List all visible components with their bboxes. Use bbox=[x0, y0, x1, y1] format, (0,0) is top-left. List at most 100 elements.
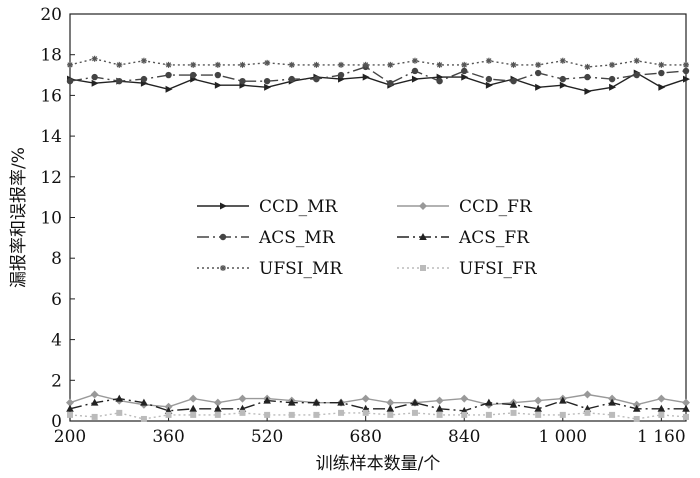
series-line bbox=[69, 412, 687, 420]
data-point bbox=[387, 61, 394, 68]
data-point bbox=[559, 411, 566, 418]
legend-swatch-marker bbox=[419, 233, 427, 240]
data-point bbox=[264, 59, 271, 66]
data-point bbox=[189, 404, 197, 412]
data-point bbox=[214, 61, 221, 68]
data-point bbox=[485, 411, 492, 418]
data-point bbox=[435, 404, 444, 412]
data-point bbox=[338, 61, 345, 68]
data-point bbox=[683, 413, 689, 420]
legend-label: ACS_FR bbox=[458, 228, 530, 248]
data-point bbox=[362, 61, 369, 68]
data-point bbox=[263, 396, 271, 404]
data-point bbox=[287, 398, 296, 406]
data-point bbox=[337, 71, 345, 79]
data-point bbox=[66, 398, 74, 407]
data-point bbox=[67, 61, 73, 68]
data-point bbox=[90, 390, 99, 399]
data-point bbox=[165, 71, 172, 79]
data-point bbox=[165, 61, 172, 68]
data-point bbox=[116, 61, 123, 68]
data-point bbox=[583, 390, 592, 399]
x-axis-title: 训练样本数量/个 bbox=[316, 454, 441, 474]
data-point bbox=[115, 394, 124, 402]
data-point bbox=[632, 404, 641, 412]
y-tick-label: 10 bbox=[40, 209, 62, 229]
y-tick-label: 16 bbox=[40, 86, 62, 106]
data-point bbox=[362, 73, 370, 81]
data-point bbox=[461, 61, 468, 68]
legend-item-acs-fr: ACS_FR bbox=[397, 228, 530, 248]
data-point bbox=[682, 404, 690, 412]
legend-swatch-marker bbox=[220, 265, 226, 271]
data-point bbox=[90, 398, 99, 406]
legend-swatch-marker bbox=[220, 202, 227, 210]
data-point bbox=[165, 85, 173, 93]
data-point bbox=[165, 411, 172, 418]
data-point bbox=[534, 396, 543, 405]
data-point bbox=[337, 398, 345, 406]
data-point bbox=[535, 83, 543, 91]
data-point bbox=[386, 398, 395, 407]
y-tick-label: 14 bbox=[40, 127, 62, 147]
data-point bbox=[91, 413, 98, 420]
data-point bbox=[140, 75, 148, 83]
data-point bbox=[190, 411, 197, 418]
data-point bbox=[435, 396, 444, 405]
data-point bbox=[535, 61, 542, 68]
data-point bbox=[657, 394, 666, 403]
data-point bbox=[164, 402, 173, 411]
data-point bbox=[313, 75, 320, 83]
legend-label: UFSI_MR bbox=[259, 259, 343, 279]
data-point bbox=[509, 400, 518, 408]
data-point bbox=[91, 79, 99, 87]
series-line bbox=[69, 72, 687, 93]
x-tick-label: 1 000 bbox=[538, 427, 587, 447]
y-tick-label: 18 bbox=[40, 46, 62, 66]
data-point bbox=[239, 61, 246, 68]
data-point bbox=[313, 61, 320, 68]
legend-label: UFSI_FR bbox=[459, 259, 538, 279]
data-point bbox=[535, 411, 542, 418]
data-point bbox=[411, 409, 418, 416]
data-point bbox=[214, 404, 222, 412]
data-point bbox=[460, 394, 469, 403]
data-point bbox=[238, 394, 247, 403]
data-point bbox=[362, 409, 369, 416]
data-point bbox=[288, 61, 295, 68]
data-point bbox=[683, 61, 689, 68]
data-point bbox=[264, 411, 271, 418]
legend-item-ufsi-mr: UFSI_MR bbox=[197, 259, 343, 279]
data-point bbox=[91, 73, 98, 81]
y-tick-label: 0 bbox=[51, 412, 62, 432]
series-line bbox=[69, 397, 686, 412]
x-tick-label: 200 bbox=[54, 427, 86, 447]
data-point bbox=[213, 398, 222, 407]
legend-swatch-marker bbox=[419, 202, 427, 210]
data-point bbox=[534, 69, 542, 77]
data-point bbox=[361, 394, 370, 403]
data-point bbox=[66, 404, 74, 412]
data-point bbox=[66, 77, 74, 85]
data-point bbox=[584, 73, 591, 81]
data-point bbox=[263, 77, 271, 85]
series-layer bbox=[66, 55, 690, 422]
data-point bbox=[116, 409, 123, 416]
data-point bbox=[609, 83, 617, 91]
series-acs-mr bbox=[66, 63, 690, 87]
data-point bbox=[609, 411, 616, 418]
y-tick-label: 8 bbox=[51, 249, 62, 269]
data-point bbox=[386, 404, 395, 412]
data-point bbox=[140, 415, 147, 422]
x-tick-label: 1 160 bbox=[637, 427, 686, 447]
data-point bbox=[658, 61, 665, 68]
data-point bbox=[485, 398, 493, 406]
data-point bbox=[559, 396, 567, 404]
legend-label: CCD_FR bbox=[459, 197, 533, 217]
data-point bbox=[682, 398, 690, 407]
data-point bbox=[411, 75, 419, 83]
series-line bbox=[69, 66, 687, 85]
data-point bbox=[510, 409, 517, 416]
data-point bbox=[633, 415, 640, 422]
data-point bbox=[461, 411, 468, 418]
